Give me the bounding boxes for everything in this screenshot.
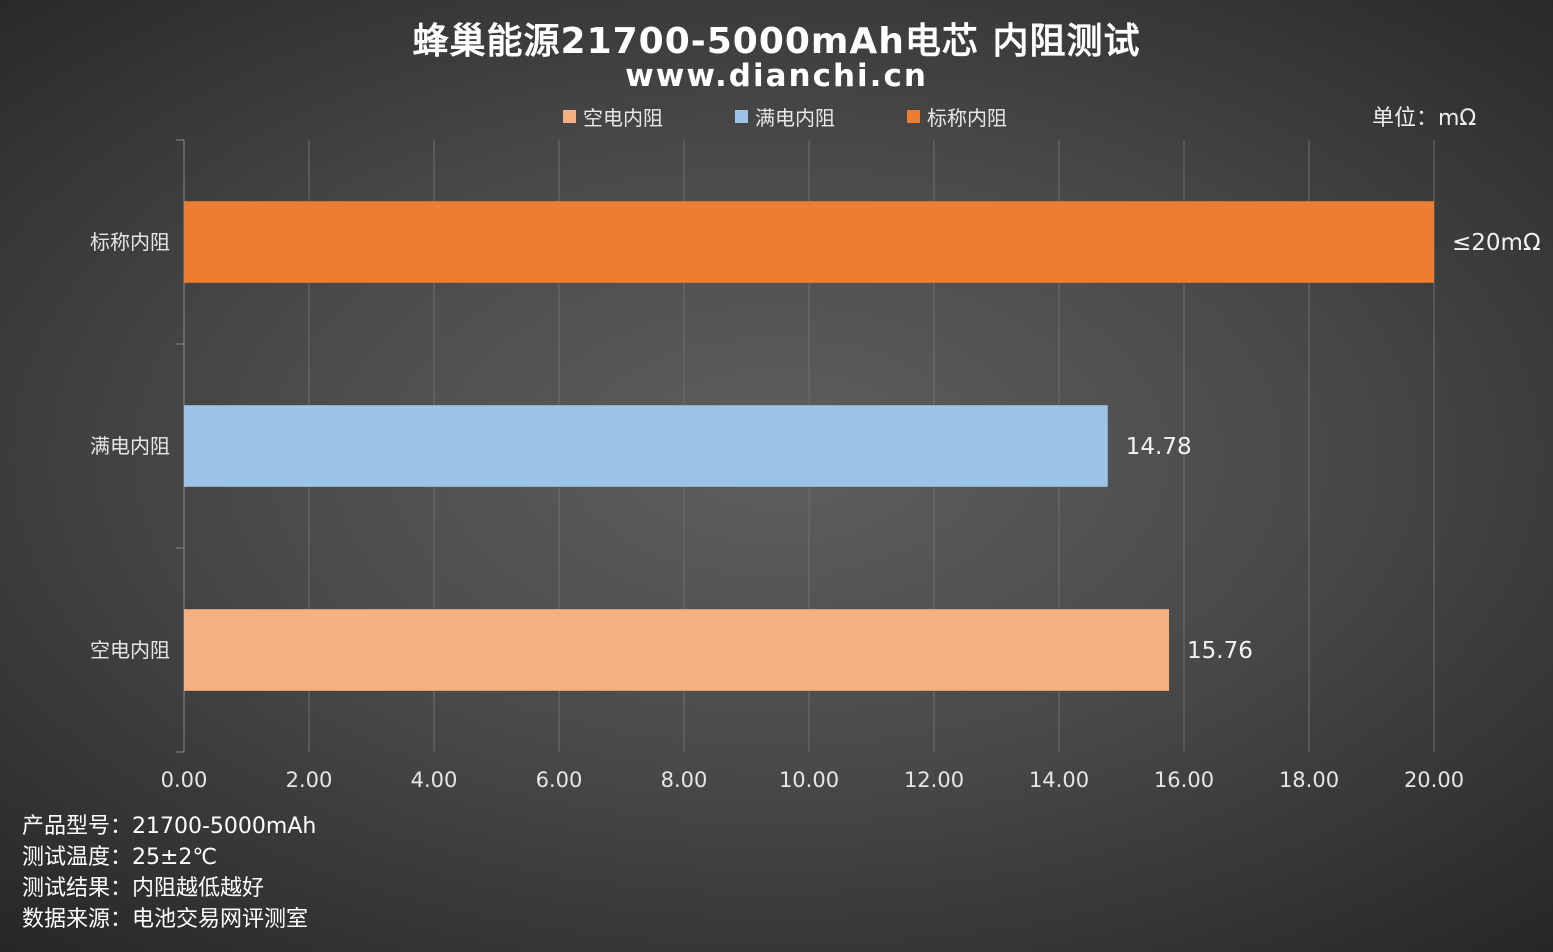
chart-title: 蜂巢能源21700-5000mAh电芯 内阻测试 (412, 21, 1141, 62)
category-label-2: 空电内阻 (90, 638, 170, 662)
x-tick-label-4: 8.00 (661, 768, 708, 792)
data-label-1: 14.78 (1126, 434, 1192, 460)
x-tick-label-9: 18.00 (1279, 768, 1339, 792)
x-tick-label-7: 14.00 (1029, 768, 1089, 792)
chart-legend: 空电内阻 满电内阻 标称内阻 (0, 102, 1553, 130)
legend-swatch-empty (563, 110, 576, 123)
legend-label-empty: 空电内阻 (583, 106, 663, 130)
bar-0 (184, 201, 1434, 283)
unit-label: 单位：mΩ (1372, 106, 1477, 131)
x-tick-label-1: 2.00 (286, 768, 333, 792)
category-label-1: 满电内阻 (90, 434, 170, 458)
legend-swatch-nominal (907, 110, 920, 123)
bar-2 (184, 609, 1169, 691)
legend-label-nominal: 标称内阻 (927, 106, 1007, 130)
legend-item-nominal: 标称内阻 (907, 102, 1007, 131)
x-tick-label-8: 16.00 (1154, 768, 1214, 792)
legend-item-full: 满电内阻 (735, 102, 835, 131)
legend-item-empty: 空电内阻 (563, 102, 663, 131)
note-model: 产品型号：21700-5000mAh (22, 814, 317, 839)
notes-block: 产品型号：21700-5000mAh 测试温度：25±2℃ 测试结果：内阻越低越… (22, 811, 316, 935)
note-temperature: 测试温度：25±2℃ (22, 845, 218, 870)
note-source: 数据来源：电池交易网评测室 (22, 907, 309, 932)
x-tick-label-6: 12.00 (904, 768, 964, 792)
legend-label-full: 满电内阻 (755, 106, 835, 130)
note-result: 测试结果：内阻越低越好 (22, 876, 265, 901)
x-tick-label-3: 6.00 (536, 768, 583, 792)
x-tick-label-0: 0.00 (161, 768, 208, 792)
category-label-0: 标称内阻 (90, 230, 170, 254)
bar-1 (184, 405, 1108, 487)
x-tick-label-10: 20.00 (1404, 768, 1464, 792)
chart-subtitle: www.dianchi.cn (625, 58, 928, 94)
legend-swatch-full (735, 110, 748, 123)
data-label-2: 15.76 (1187, 638, 1253, 664)
data-label-0: ≤20mΩ (1452, 230, 1541, 256)
x-tick-label-2: 4.00 (411, 768, 458, 792)
x-tick-label-5: 10.00 (779, 768, 839, 792)
